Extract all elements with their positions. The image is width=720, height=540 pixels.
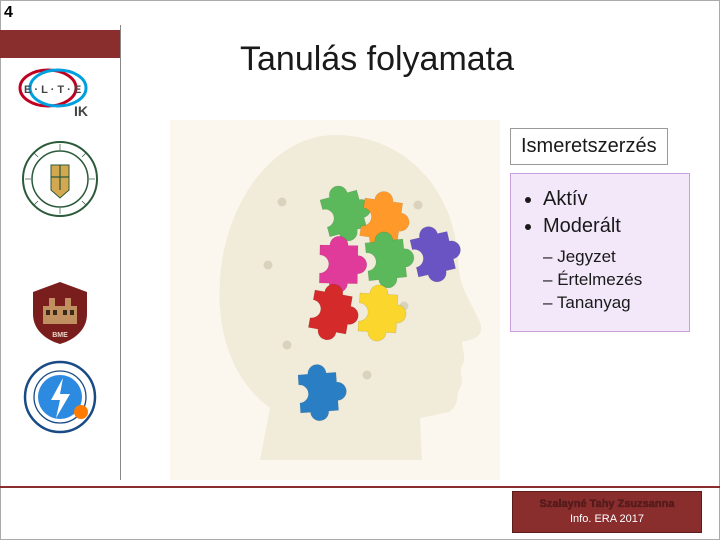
footer-event: Info. ERA 2017 xyxy=(570,512,644,527)
bullet-box: AktívModerált JegyzetÉrtelmezésTananyag xyxy=(510,173,690,332)
brand-band xyxy=(0,30,120,58)
logo-elte-ik: E · L · T · E IK xyxy=(18,60,102,130)
bullet-list-sub: JegyzetÉrtelmezésTananyag xyxy=(543,246,675,315)
slide-title: Tanulás folyamata xyxy=(240,40,514,79)
logo-university-seal xyxy=(18,144,102,214)
right-panel: Ismeretszerzés AktívModerált JegyzetÉrte… xyxy=(510,128,710,332)
logo-electrical-faculty xyxy=(18,362,102,432)
logo-sidebar: E · L · T · E IK xyxy=(0,60,120,432)
svg-text:E · L · T · E: E · L · T · E xyxy=(24,84,81,96)
footer-author: Szalayné Tahy Zsuzsanna xyxy=(540,497,675,512)
bullet-sub-item: Értelmezés xyxy=(543,269,675,292)
bullet-main-item: Moderált xyxy=(543,213,675,240)
subtitle: Ismeretszerzés xyxy=(510,128,668,165)
head-infographic xyxy=(170,120,500,480)
bullet-sub-item: Jegyzet xyxy=(543,246,675,269)
svg-text:BME: BME xyxy=(52,332,68,339)
logo-bme-seal: BME xyxy=(18,278,102,348)
page-number: 4 xyxy=(4,4,13,22)
left-divider xyxy=(120,25,121,480)
svg-text:IK: IK xyxy=(74,103,88,119)
footer-box: Szalayné Tahy Zsuzsanna Info. ERA 2017 xyxy=(512,491,702,533)
bullet-list-main: AktívModerált xyxy=(543,186,675,240)
footer-rule xyxy=(0,486,720,488)
bullet-main-item: Aktív xyxy=(543,186,675,213)
bullet-sub-item: Tananyag xyxy=(543,292,675,315)
